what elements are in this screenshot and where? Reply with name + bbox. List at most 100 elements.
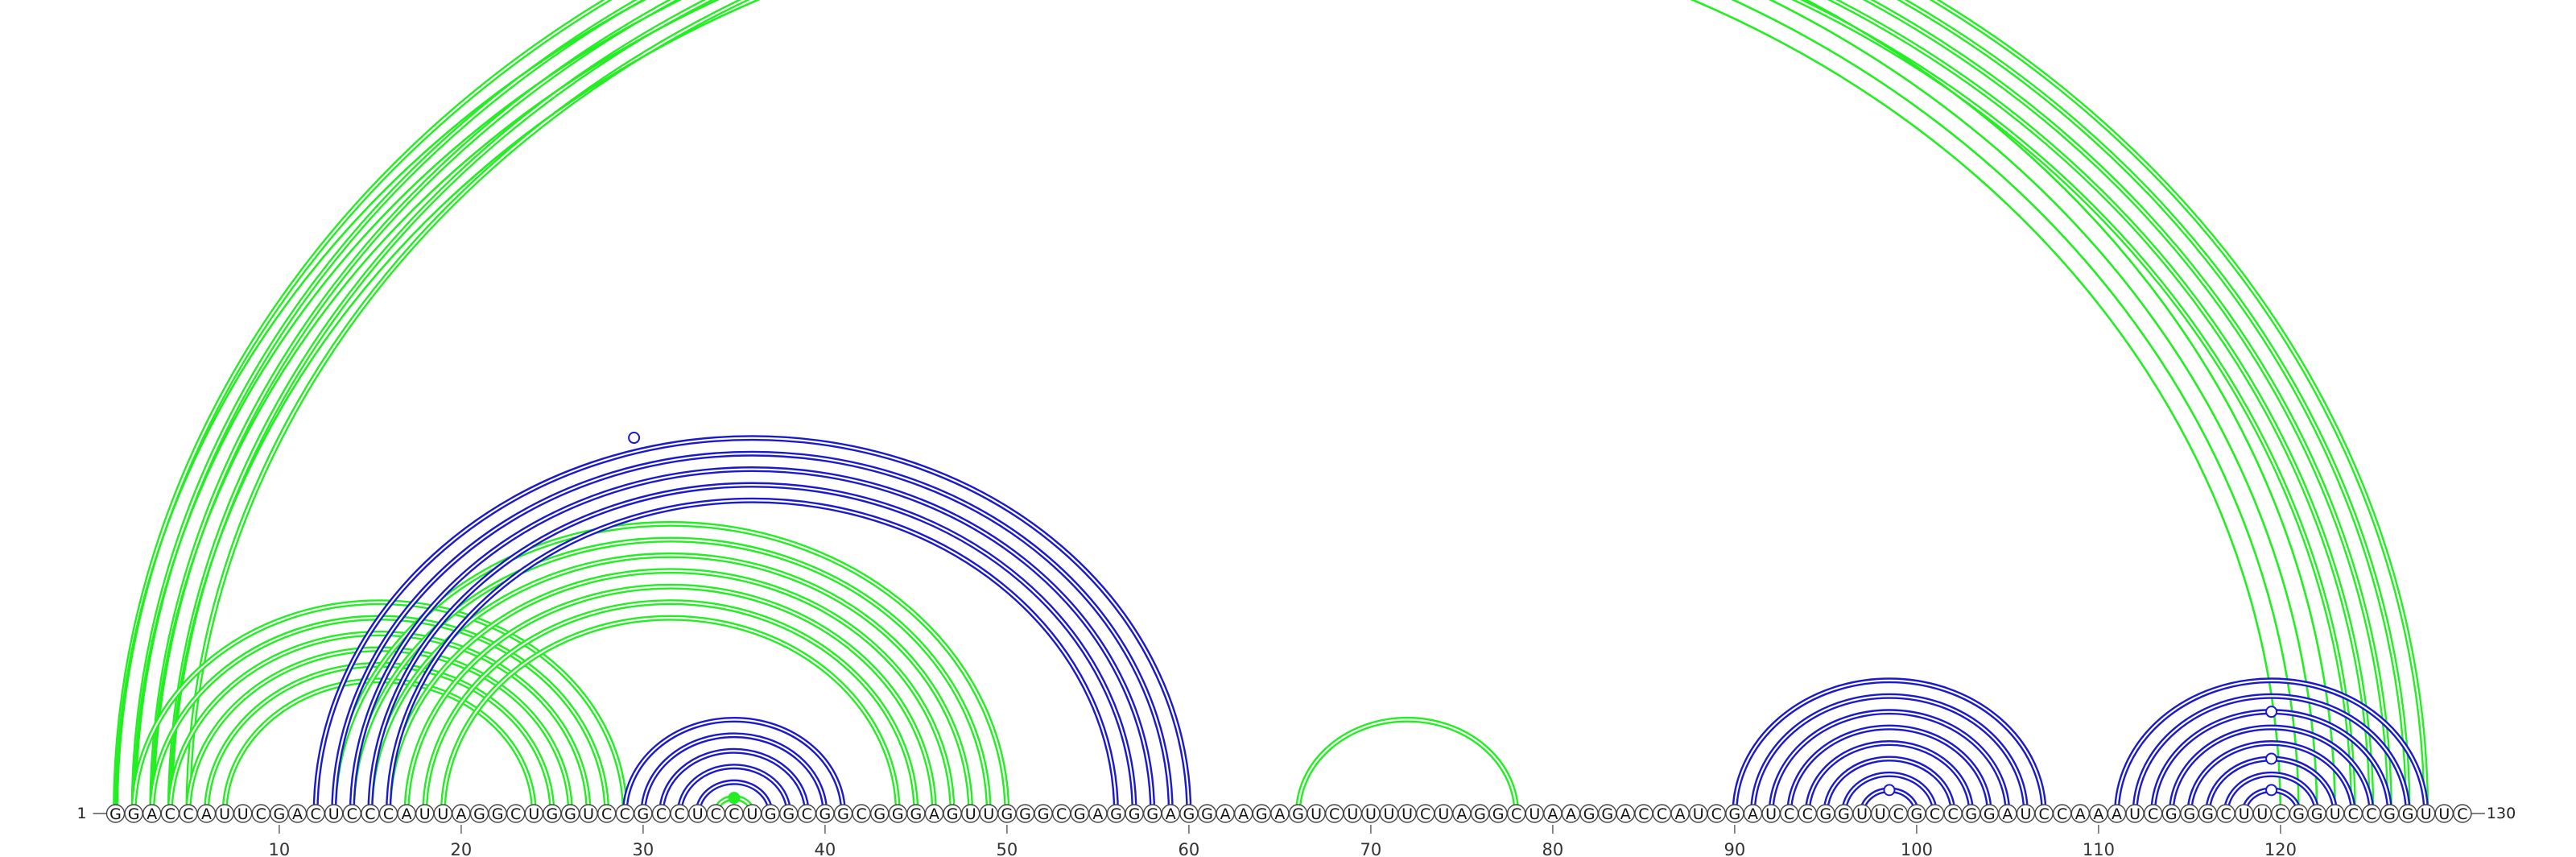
arc-inner-117-122 <box>2225 773 2318 814</box>
nucleotide-47: G <box>943 804 962 823</box>
nucleotide-letter: U <box>2421 805 2432 823</box>
nucleotide-119: U <box>2252 804 2273 823</box>
nucleotide-letter: G <box>1474 805 1486 823</box>
nucleotide-letter: U <box>2239 805 2250 823</box>
arc-inner-5-124 <box>187 0 2355 814</box>
nucleotide-109: A <box>2070 804 2091 823</box>
arc-inner-15-57 <box>369 483 1136 814</box>
nucleotide-123: U <box>2325 804 2345 823</box>
nucleotide-letter: U <box>1347 805 1358 823</box>
nucleotide-116: G <box>2198 804 2218 823</box>
nucleotide-letter: C <box>2366 805 2376 823</box>
nucleotide-64: G <box>1252 804 1272 823</box>
nucleotide-126: G <box>2380 804 2400 823</box>
nucleotide-letter: G <box>819 805 832 823</box>
nucleotide-letter: G <box>2384 805 2396 823</box>
nucleotide-6: A <box>196 804 217 823</box>
nucleotide-33: U <box>688 804 708 823</box>
nucleotide-letter: A <box>1620 805 1631 823</box>
sequence-end-label: 130 <box>2487 805 2516 822</box>
nucleotide-letter: A <box>1547 805 1558 823</box>
nucleotide-41: G <box>833 804 853 823</box>
nucleotide-121: G <box>2289 804 2309 823</box>
nucleotide-letter: G <box>1911 805 1923 823</box>
nucleotide-118: U <box>2234 804 2254 823</box>
tick-label-60: 60 <box>1179 840 1200 857</box>
nucleotide-letter: U <box>1875 805 1886 823</box>
arc-inner-14-49 <box>351 538 990 814</box>
nucleotide-63: A <box>1233 804 1253 823</box>
nucleotide-77: G <box>1488 804 1508 823</box>
nucleotide-letter: U <box>1856 805 1868 823</box>
arc-inner-91-106 <box>1752 695 2027 814</box>
nucleotide-16: C <box>378 804 398 823</box>
nucleotide-letter: G <box>1146 805 1158 823</box>
nucleotide-112: U <box>2125 804 2145 823</box>
nucleotide-letter: U <box>1384 805 1395 823</box>
nucleotide-76: G <box>1470 804 1490 823</box>
nucleotide-letter: U <box>528 805 539 823</box>
arc-3-121 <box>151 0 2300 814</box>
nucleotide-letter: A <box>1456 805 1467 823</box>
nucleotide-letter: C <box>1511 805 1521 823</box>
nucleotide-3: A <box>142 804 162 823</box>
nucleotide-125: C <box>2362 804 2381 823</box>
nucleotide-letter: G <box>2311 805 2323 823</box>
arc-outer-4-125 <box>167 0 2375 814</box>
arc-marker-6 <box>2265 752 2278 765</box>
arc-marker-5 <box>2265 784 2278 797</box>
arc-inner-30-40 <box>642 734 826 814</box>
nucleotide-61: G <box>1197 804 1217 823</box>
arc-inner-32-38 <box>679 765 790 814</box>
nucleotide-38: G <box>779 804 799 823</box>
nucleotide-58: G <box>1142 804 1162 823</box>
nucleotide-letter: G <box>892 805 904 823</box>
nucleotide-letter: G <box>1583 805 1596 823</box>
nucleotide-letter: A <box>1748 805 1758 823</box>
nucleotide-letter: C <box>2457 805 2467 823</box>
nucleotide-letter: U <box>2438 805 2450 823</box>
nucleotide-44: G <box>888 804 908 823</box>
nucleotide-88: U <box>1688 804 1708 823</box>
nucleotide-96: G <box>1834 804 1854 823</box>
nucleotide-letter: G <box>564 805 576 823</box>
nucleotide-97: U <box>1852 804 1872 823</box>
arc-inner-66-78 <box>1297 718 1517 814</box>
nucleotide-2: G <box>124 804 143 823</box>
nucleotide-letter: G <box>1256 805 1268 823</box>
tick-label-90: 90 <box>1724 840 1746 857</box>
arc-inner-2-127 <box>133 0 2409 814</box>
nucleotide-letter: C <box>1784 805 1794 823</box>
nucleotide-letter: G <box>782 805 795 823</box>
arc-inner-12-60 <box>315 437 1190 814</box>
nucleotide-letter: U <box>2129 805 2140 823</box>
arc-inner-4-125 <box>169 0 2372 814</box>
nucleotide-letter: U <box>2256 805 2268 823</box>
nucleotide-letter: C <box>365 805 375 823</box>
nucleotide-46: A <box>924 804 944 823</box>
sequence-start-label: 1 <box>77 805 87 822</box>
arc-inner-19-44 <box>442 616 899 814</box>
arc-marker-2 <box>628 432 641 445</box>
arc-outer-13-50 <box>331 520 1010 814</box>
nucleotide-62: A <box>1216 804 1235 823</box>
nucleotide-letter: G <box>1183 805 1195 823</box>
nucleotide-letter: U <box>437 805 448 823</box>
arc-inner-13-59 <box>332 452 1172 814</box>
nucleotide-18: U <box>415 804 435 823</box>
nucleotide-130: C <box>2453 804 2472 823</box>
arc-1-123 <box>114 0 2336 814</box>
nucleotide-23: C <box>506 804 526 823</box>
tick-label-50: 50 <box>997 840 1018 857</box>
nucleotide-letter: G <box>2293 805 2305 823</box>
nucleotide-letter: U <box>1402 805 1413 823</box>
nucleotide-letter: U <box>1438 805 1449 823</box>
nucleotide-114: G <box>2161 804 2182 823</box>
nucleotide-36: U <box>742 804 762 823</box>
nucleotide-letter: C <box>729 805 739 823</box>
nucleotide-letter: U <box>1529 805 1540 823</box>
arc-inner-18-45 <box>423 601 917 814</box>
nucleotide-24: U <box>524 804 543 823</box>
